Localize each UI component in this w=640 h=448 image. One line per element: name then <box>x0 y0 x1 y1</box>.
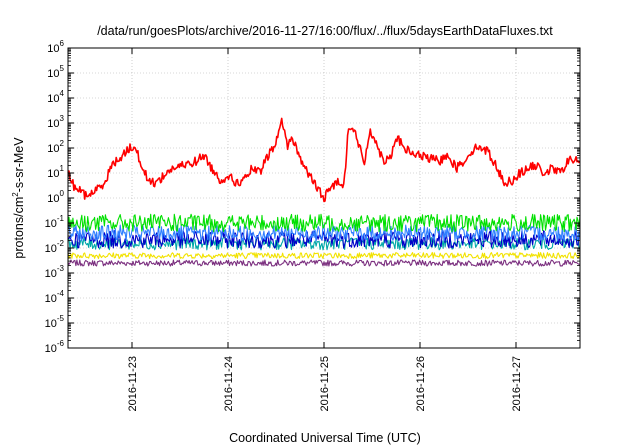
y-tick-base: 10 <box>47 168 59 180</box>
y-tick-base: 10 <box>45 218 57 230</box>
y-tick-label: 10-2 <box>45 239 65 255</box>
y-axis-label-base: protons/cm <box>12 197 26 259</box>
y-tick-exp: -1 <box>57 214 65 223</box>
y-tick-base: 10 <box>45 318 57 330</box>
y-tick-base: 10 <box>47 143 59 155</box>
y-tick-exp: -2 <box>57 239 65 248</box>
y-tick-exp: 0 <box>60 189 65 198</box>
y-tick-exp: 3 <box>60 114 65 123</box>
y-tick-labels: 10-610-510-410-310-210-11001011021031041… <box>45 39 65 355</box>
y-tick-exp: -3 <box>57 264 65 273</box>
y-tick-exp: 6 <box>60 39 65 48</box>
series-line <box>67 213 581 233</box>
series-line <box>67 259 581 267</box>
y-tick-base: 10 <box>45 293 57 305</box>
series-lines <box>67 117 581 267</box>
y-tick-exp: -4 <box>57 289 65 298</box>
y-tick-label: 106 <box>47 39 64 55</box>
y-tick-label: 10-6 <box>45 339 65 355</box>
y-tick-label: 102 <box>47 139 64 155</box>
x-tick-labels: 2016-11-23 2016-11-24 2016-11-25 2016-11-26… <box>127 356 523 411</box>
y-tick-base: 10 <box>47 43 59 55</box>
x-axis-label: Coordinated Universal Time (UTC) <box>229 431 421 445</box>
series-line <box>67 251 581 260</box>
y-tick-label: 105 <box>47 64 64 80</box>
y-axis-label: protons/cm2-s-sr-MeV <box>11 137 26 259</box>
y-tick-exp: 4 <box>60 89 65 98</box>
y-tick-exp: 5 <box>60 64 65 73</box>
y-tick-base: 10 <box>45 268 57 280</box>
y-tick-label: 100 <box>47 189 64 205</box>
y-tick-label: 10-3 <box>45 264 65 280</box>
y-axis-label-rest: -s-sr-MeV <box>12 137 26 193</box>
x-tick-label: 2016-11-24 <box>223 356 235 411</box>
y-tick-label: 101 <box>47 164 64 180</box>
chart-title: /data/run/goesPlots/archive/2016-11-27/1… <box>97 24 553 38</box>
y-tick-base: 10 <box>45 343 57 355</box>
y-tick-base: 10 <box>45 243 57 255</box>
y-tick-label: 104 <box>47 89 64 105</box>
y-tick-base: 10 <box>47 118 59 130</box>
y-tick-exp: 2 <box>60 139 65 148</box>
y-tick-exp: 1 <box>60 164 65 173</box>
y-tick-label: 10-1 <box>45 214 65 230</box>
y-tick-label: 103 <box>47 114 64 130</box>
x-tick-label: 2016-11-26 <box>415 356 427 411</box>
y-tick-base: 10 <box>47 68 59 80</box>
axis-ticks <box>68 47 580 349</box>
y-tick-label: 10-4 <box>45 289 65 305</box>
x-tick-label: 2016-11-25 <box>319 356 331 411</box>
y-tick-base: 10 <box>47 193 59 205</box>
y-tick-exp: -5 <box>57 314 65 323</box>
y-tick-base: 10 <box>47 93 59 105</box>
y-tick-label: 10-5 <box>45 314 65 330</box>
y-axis-label-sup: 2 <box>11 192 20 197</box>
x-tick-label: 2016-11-23 <box>127 356 139 411</box>
y-tick-exp: -6 <box>57 339 65 348</box>
x-tick-label: 2016-11-27 <box>511 356 523 411</box>
series-line <box>67 117 581 203</box>
